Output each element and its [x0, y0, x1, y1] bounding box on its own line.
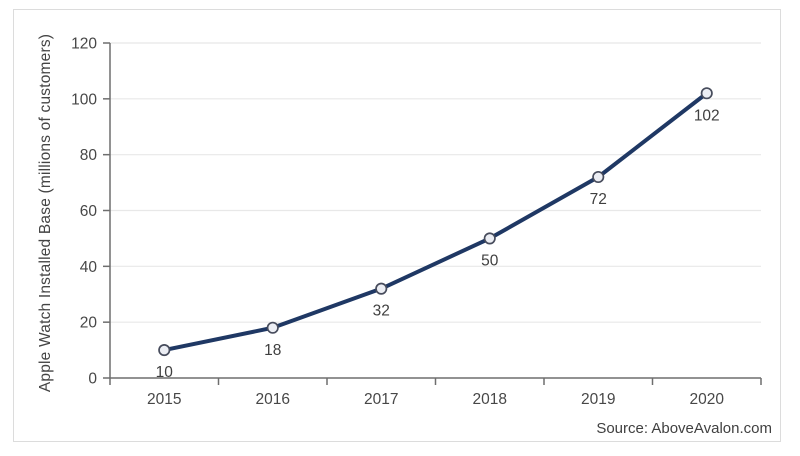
- y-tick-label: 100: [71, 91, 97, 108]
- x-tick-label: 2020: [690, 391, 725, 408]
- data-point-marker: [700, 87, 713, 100]
- data-point-label: 10: [156, 364, 174, 381]
- y-tick-label: 60: [80, 203, 98, 220]
- y-tick-label: 0: [88, 371, 97, 388]
- data-point-marker: [483, 232, 496, 245]
- data-point-marker: [375, 282, 388, 295]
- data-point-marker: [592, 170, 605, 184]
- x-tick-label: 2018: [473, 391, 507, 408]
- x-tick-label: 2015: [147, 391, 181, 408]
- data-point-label: 50: [481, 252, 499, 269]
- chart-card: [13, 9, 781, 442]
- y-tick-label: 80: [80, 147, 98, 164]
- x-tick-label: 2016: [256, 391, 290, 408]
- data-point-label: 32: [373, 303, 390, 320]
- data-point-label: 72: [590, 191, 607, 208]
- data-point-label: 18: [264, 342, 281, 359]
- data-point-label: 102: [694, 107, 720, 124]
- data-point-marker: [266, 321, 279, 334]
- x-tick-label: 2019: [581, 391, 615, 408]
- x-tick-label: 2017: [364, 391, 398, 408]
- series-line: [162, 91, 709, 353]
- y-tick-label: 120: [71, 36, 97, 53]
- y-tick-label: 20: [80, 315, 98, 332]
- source-caption: Source: AboveAvalon.com: [596, 420, 772, 437]
- y-tick-label: 40: [80, 259, 98, 276]
- data-point-marker: [158, 344, 171, 357]
